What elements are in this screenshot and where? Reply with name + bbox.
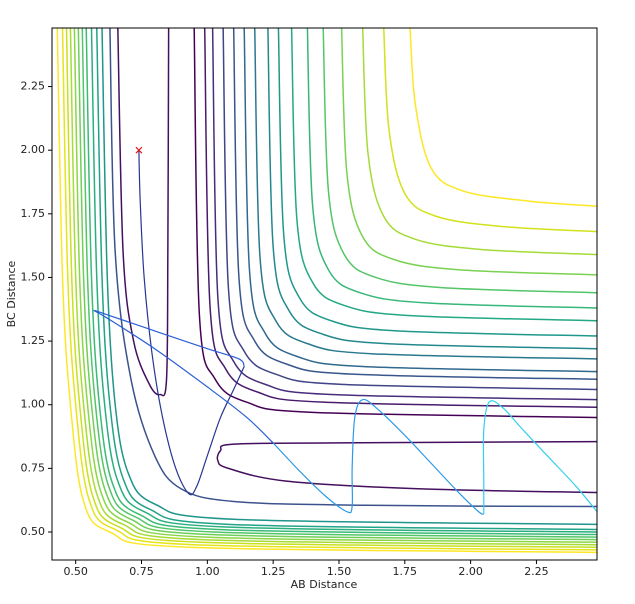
contour-line — [216, 440, 597, 494]
y-tick-label: 1.50 — [21, 270, 46, 283]
contour-line — [361, 28, 597, 256]
contour-line — [211, 28, 597, 401]
contour-line — [77, 28, 597, 541]
contour-line — [306, 28, 597, 309]
y-tick-label: 2.25 — [21, 80, 46, 93]
contour-line — [253, 28, 597, 360]
contour-line — [193, 28, 597, 419]
trajectory — [138, 150, 245, 496]
trajectory — [482, 400, 597, 515]
y-tick-label: 1.25 — [21, 334, 46, 347]
x-tick-label: 1.25 — [261, 565, 286, 578]
contour-line — [109, 28, 597, 508]
contour-line — [243, 28, 597, 373]
trajectory — [93, 309, 274, 444]
y-tick-label: 1.75 — [21, 207, 46, 220]
contour-line — [340, 28, 597, 276]
x-tick-label: 1.50 — [327, 565, 352, 578]
contour-line — [382, 28, 597, 233]
contour-line — [101, 28, 597, 526]
contour-line — [290, 28, 597, 322]
contour-line — [409, 28, 597, 207]
contour-line — [73, 28, 597, 543]
contour-line — [203, 28, 597, 409]
y-axis-label: BC Distance — [5, 260, 18, 327]
x-tick-label: 2.25 — [524, 565, 549, 578]
start-marker — [135, 146, 143, 154]
x-tick-label: 0.50 — [63, 565, 88, 578]
contour-line — [322, 28, 597, 294]
contour-line — [222, 28, 597, 391]
x-axis-label: AB Distance — [291, 578, 358, 591]
plot-area — [56, 28, 597, 554]
contour-line — [65, 28, 597, 549]
contour-line — [85, 28, 597, 536]
contour-line — [81, 28, 597, 538]
axes-frame — [51, 27, 598, 561]
contour-line — [56, 28, 597, 554]
x-tick-label: 1.00 — [195, 565, 220, 578]
contour-line — [69, 28, 597, 546]
contour-line — [90, 28, 597, 533]
y-tick-label: 0.50 — [21, 525, 46, 538]
contour-line — [267, 28, 597, 350]
trajectory — [272, 398, 485, 515]
contour-line — [61, 28, 597, 551]
y-tick-label: 0.75 — [21, 461, 46, 474]
x-tick-label: 2.00 — [458, 565, 483, 578]
contour-line — [117, 28, 170, 397]
y-tick-label: 2.00 — [21, 143, 46, 156]
contour-line — [277, 28, 597, 337]
x-tick-label: 0.75 — [129, 565, 154, 578]
contour-line — [96, 28, 597, 531]
contour-line — [232, 28, 597, 381]
x-tick-label: 1.75 — [393, 565, 418, 578]
y-tick-label: 1.00 — [21, 398, 46, 411]
